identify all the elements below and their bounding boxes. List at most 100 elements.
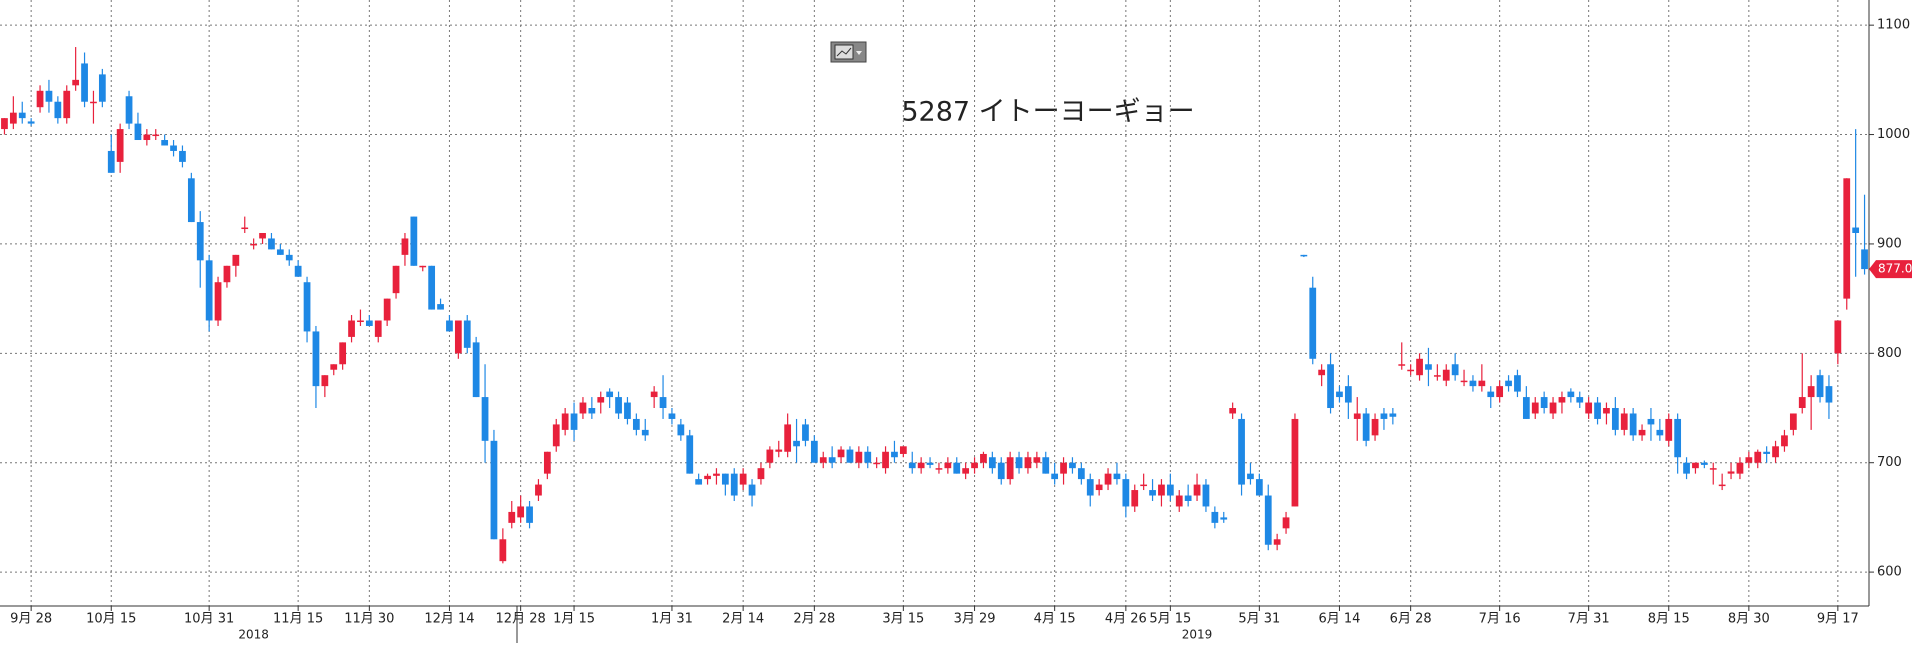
candle-body: [1576, 397, 1584, 403]
candle-body: [1255, 479, 1263, 496]
candle-body: [748, 484, 756, 496]
candle-body: [481, 397, 489, 441]
candle-body: [1389, 413, 1397, 417]
candle-body: [1015, 457, 1023, 469]
candle-body: [1834, 320, 1842, 354]
candle-body: [624, 402, 631, 419]
candle-body: [223, 265, 231, 283]
candle-body: [935, 468, 943, 470]
candle-body: [374, 320, 382, 337]
candle-body: [659, 397, 667, 409]
candle-body: [1166, 484, 1174, 496]
candle-body: [828, 457, 836, 463]
candle-body: [1772, 446, 1779, 458]
candle-body: [1362, 413, 1370, 441]
candle-body: [873, 462, 881, 465]
candle-body: [1202, 484, 1210, 507]
x-tick-label: 9月 17: [1817, 612, 1859, 627]
candle-body: [490, 440, 498, 540]
x-tick-label: 4月 26: [1105, 612, 1147, 627]
x-tick-label: 7月 16: [1479, 612, 1521, 627]
candle-body: [419, 265, 427, 268]
candle-body: [1247, 473, 1254, 480]
candle-body: [1736, 462, 1744, 474]
candle-body: [579, 402, 587, 414]
candle-body: [250, 243, 258, 246]
candle-body: [285, 254, 293, 261]
candle-body: [1113, 473, 1121, 480]
candle-body: [1505, 380, 1512, 387]
candle-body: [1469, 380, 1477, 387]
candle-body: [81, 63, 88, 102]
x-tick-label: 3月 15: [882, 612, 924, 627]
candle-body: [1692, 462, 1699, 469]
candle-body: [1451, 364, 1459, 376]
candle-body: [668, 413, 676, 419]
candle-body: [552, 424, 560, 447]
candle-body: [908, 462, 916, 469]
candle-body: [90, 101, 97, 104]
candle-body: [1425, 364, 1432, 370]
candle-body: [1763, 451, 1771, 454]
candle-body: [1558, 397, 1566, 403]
chart-button[interactable]: [830, 41, 867, 63]
candle-body: [1291, 418, 1299, 507]
chart-title: 5287 イトーヨーギョー: [901, 97, 1194, 128]
candle-body: [499, 539, 507, 562]
candle-body: [846, 449, 854, 463]
candle-body: [1727, 471, 1735, 474]
candle-body: [1193, 484, 1201, 496]
x-tick-label: 11月 15: [273, 612, 323, 627]
candle-body: [1460, 380, 1468, 383]
y-tick-label: 1100: [1877, 18, 1910, 33]
candle-body: [54, 101, 62, 119]
candle-body: [980, 453, 987, 463]
candle-body: [1683, 462, 1690, 474]
candle-body: [766, 449, 774, 463]
candle-body: [383, 298, 391, 321]
x-tick-label: 11月 30: [344, 612, 394, 627]
candle-body: [196, 222, 204, 261]
candle-body: [312, 331, 320, 387]
candle-body: [686, 435, 694, 474]
candle-body: [526, 506, 533, 523]
candle-body: [1069, 462, 1076, 469]
candle-body: [1647, 418, 1655, 425]
candle-body: [1496, 386, 1504, 398]
candle-body: [1344, 386, 1352, 403]
last-price-tag: [1869, 260, 1912, 279]
candle-body: [650, 391, 658, 398]
candle-body: [1131, 490, 1139, 507]
candle-body: [1567, 391, 1575, 398]
button-icon-line: [836, 47, 852, 57]
y-tick-label: 1000: [1877, 127, 1910, 142]
candle-body: [1211, 511, 1219, 523]
candle-body: [179, 150, 186, 162]
candle-body: [18, 112, 26, 119]
candle-body: [1273, 539, 1281, 545]
candle-body: [597, 397, 605, 403]
candle-body: [1407, 369, 1415, 372]
candle-body: [134, 123, 142, 141]
candle-body: [428, 265, 436, 310]
button-arrow: [856, 51, 862, 55]
candle-body: [170, 145, 177, 151]
candle-body: [1060, 462, 1067, 474]
x-tick-label: 5月 15: [1149, 612, 1191, 627]
candle-body: [757, 468, 765, 480]
x-tick-label: 8月 30: [1728, 612, 1770, 627]
candle-body: [1665, 418, 1673, 441]
candle-body: [1514, 375, 1521, 392]
candle-body: [1024, 457, 1032, 469]
candle-body: [1051, 473, 1059, 480]
candle-body: [294, 265, 302, 277]
candle-body: [259, 232, 266, 239]
candle-body: [357, 320, 364, 323]
candle-body: [463, 320, 471, 348]
x-tick-label: 10月 31: [184, 612, 234, 627]
candle-body: [1327, 364, 1334, 409]
candle-body: [437, 304, 444, 310]
candle-body: [855, 451, 863, 463]
candle-body: [1816, 375, 1824, 398]
